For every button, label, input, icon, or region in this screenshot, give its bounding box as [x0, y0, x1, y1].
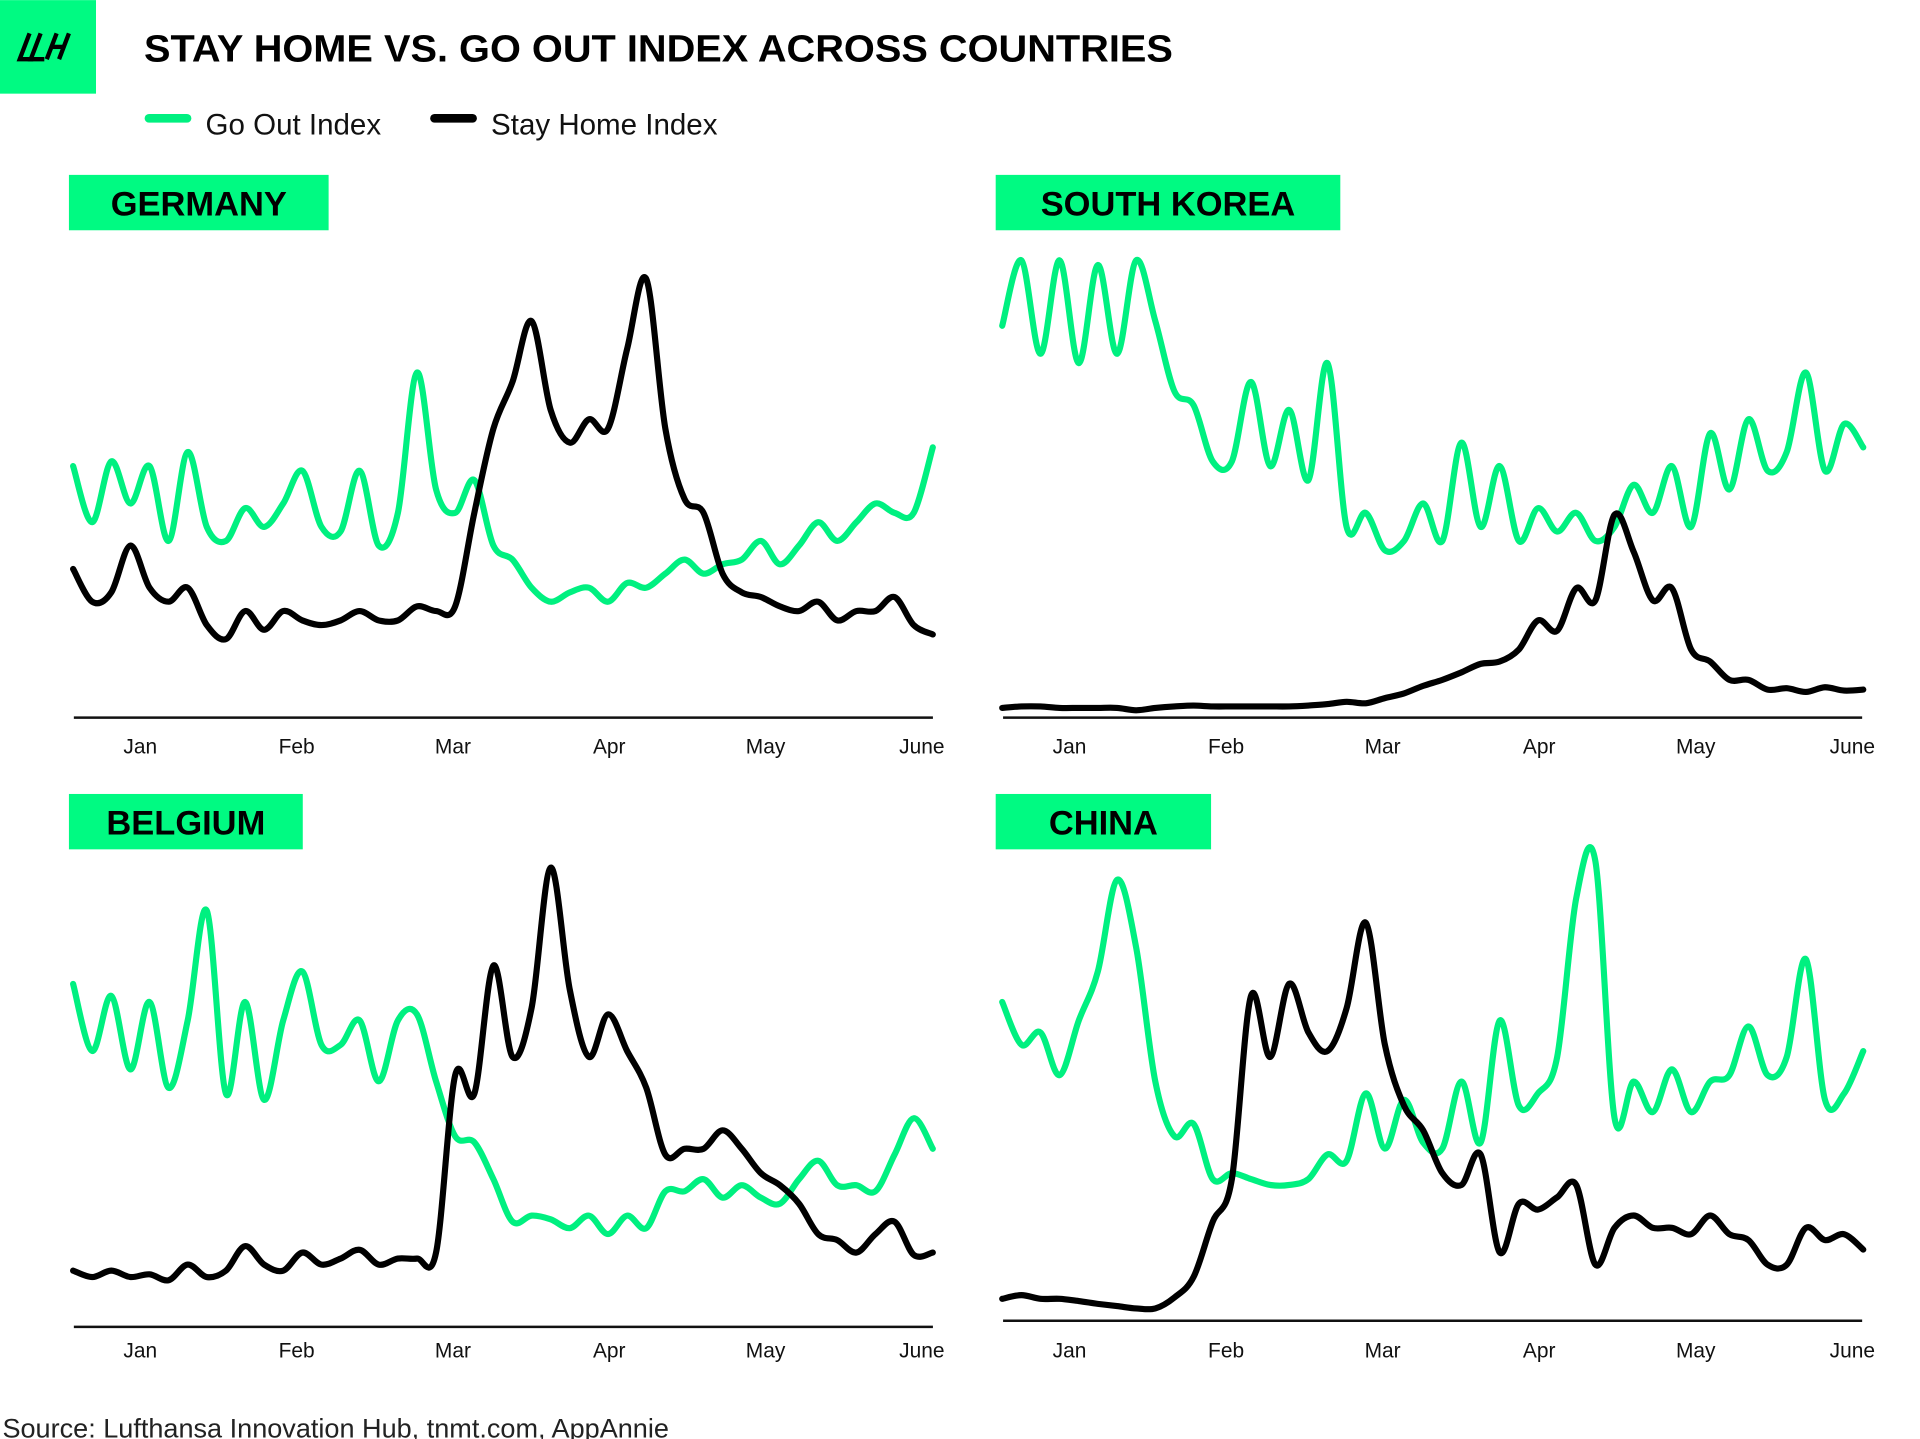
x-tick-label: June [1830, 1340, 1875, 1363]
source-note: Source: Lufthansa Innovation Hub, tnmt.c… [2, 1413, 668, 1439]
logo-mark-icon [16, 32, 71, 62]
x-tick-label: June [1830, 735, 1875, 758]
x-tick-label: Feb [1208, 735, 1244, 758]
x-tick-label: May [1676, 1340, 1716, 1363]
legend: Go Out Index Stay Home Index [144, 108, 718, 141]
x-tick-label: Apr [593, 1340, 626, 1363]
x-tick-label: Mar [1365, 735, 1401, 758]
country-label: GERMANY [111, 186, 287, 224]
x-tick-label: Jan [123, 735, 157, 758]
country-label: BELGIUM [106, 805, 265, 843]
go-out-index-line [999, 844, 1867, 1189]
x-tick-label: Jan [1053, 1340, 1087, 1363]
x-tick-label: June [899, 1340, 944, 1363]
stay-home-index-line [999, 510, 1867, 714]
x-tick-label: Apr [593, 735, 626, 758]
x-tick-label: May [746, 1340, 786, 1363]
stay-home-index-line [70, 864, 936, 1284]
go-out-index-line [70, 369, 936, 605]
go-out-index-line [70, 906, 936, 1238]
x-tick-label: Feb [279, 1340, 315, 1363]
x-tick-label: Mar [1365, 1340, 1401, 1363]
x-tick-label: Jan [1053, 735, 1087, 758]
x-tick-label: Mar [435, 1340, 471, 1363]
panel-belgium: BELGIUM Jan Feb Mar Apr May June [68, 793, 945, 1363]
x-tick-label: Apr [1523, 735, 1556, 758]
x-tick-label: Mar [435, 735, 471, 758]
stay-home-index-line [999, 919, 1867, 1313]
country-label-background [995, 174, 1341, 231]
legend-label-go-out: Go Out Index [206, 108, 382, 141]
country-label: CHINA [1049, 805, 1158, 843]
x-tick-label: Feb [1208, 1340, 1244, 1363]
panel-germany: GERMANY Jan Feb Mar Apr May June [68, 174, 945, 758]
x-tick-label: Jan [123, 1340, 157, 1363]
x-tick-label: Feb [279, 735, 315, 758]
chart-title: STAY HOME VS. GO OUT INDEX ACROSS COUNTR… [144, 28, 1173, 71]
panel-south-korea: SOUTH KOREA Jan Feb Mar Apr May June [995, 174, 1875, 758]
x-tick-label: May [1676, 735, 1716, 758]
x-tick-label: June [899, 735, 944, 758]
logo [0, 0, 96, 94]
country-label: SOUTH KOREA [1041, 186, 1296, 224]
country-label-background [68, 174, 329, 231]
country-label-background [68, 793, 303, 850]
panel-china: CHINA Jan Feb Mar Apr May June [995, 793, 1875, 1363]
stay-home-index-line [70, 273, 936, 643]
legend-label-stay-home: Stay Home Index [491, 108, 718, 141]
x-tick-label: May [746, 735, 786, 758]
go-out-index-line [999, 257, 1867, 555]
x-tick-label: Apr [1523, 1340, 1556, 1363]
logo-background [0, 0, 96, 94]
country-label-background [995, 793, 1212, 850]
